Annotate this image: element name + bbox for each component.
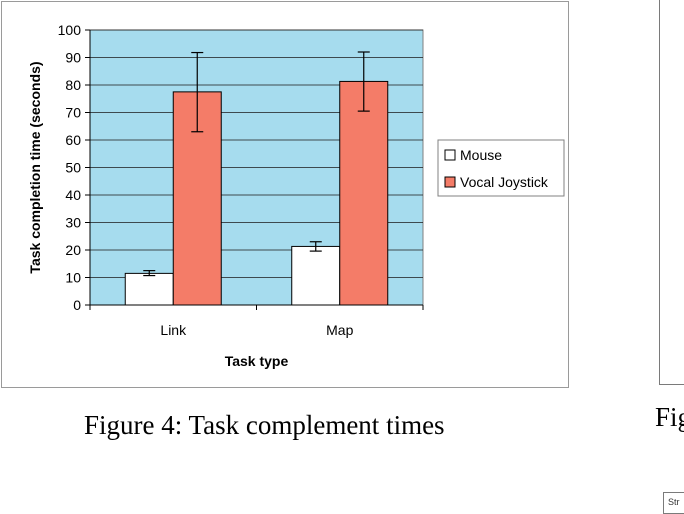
- y-tick-label: 60: [65, 132, 81, 148]
- x-tick-label: Map: [326, 322, 353, 338]
- legend-label: Mouse: [460, 147, 502, 163]
- y-tick-label: 100: [58, 22, 82, 38]
- legend-swatch: [444, 149, 456, 161]
- y-tick-label: 80: [65, 77, 81, 93]
- x-tick-label: Link: [160, 322, 187, 338]
- y-tick-label: 50: [65, 160, 81, 176]
- y-axis-title: Task completion time (seconds): [27, 61, 43, 273]
- y-tick-label: 40: [65, 187, 81, 203]
- legend-box: [437, 139, 565, 197]
- y-tick-label: 70: [65, 105, 81, 121]
- bar-mouse: [124, 272, 174, 306]
- figure-caption: Figure 4: Task complement times: [84, 410, 445, 440]
- y-tick-label: 30: [65, 215, 81, 231]
- adjacent-figure-caption: Fig: [655, 402, 684, 432]
- adjacent-figure-text: Str: [668, 497, 680, 507]
- legend-label: Vocal Joystick: [460, 174, 549, 190]
- y-tick-label: 20: [65, 242, 81, 258]
- adjacent-figure-frame: [659, 0, 684, 385]
- y-tick-label: 0: [73, 297, 81, 313]
- y-tick-label: 90: [65, 50, 81, 66]
- chart-figure: 0 10 20 30 40 50 60 70 80 90 100 Link Map Task type Ta…: [1, 1, 569, 388]
- y-tick-label: 10: [65, 270, 81, 286]
- x-axis-title: Task type: [225, 353, 289, 369]
- legend-swatch: [444, 176, 456, 188]
- bar-vocal-joystick: [339, 80, 389, 306]
- bar-mouse: [291, 245, 341, 306]
- bar-chart: 0 10 20 30 40 50 60 70 80 90 100 Link Map Task type Ta…: [27, 22, 565, 369]
